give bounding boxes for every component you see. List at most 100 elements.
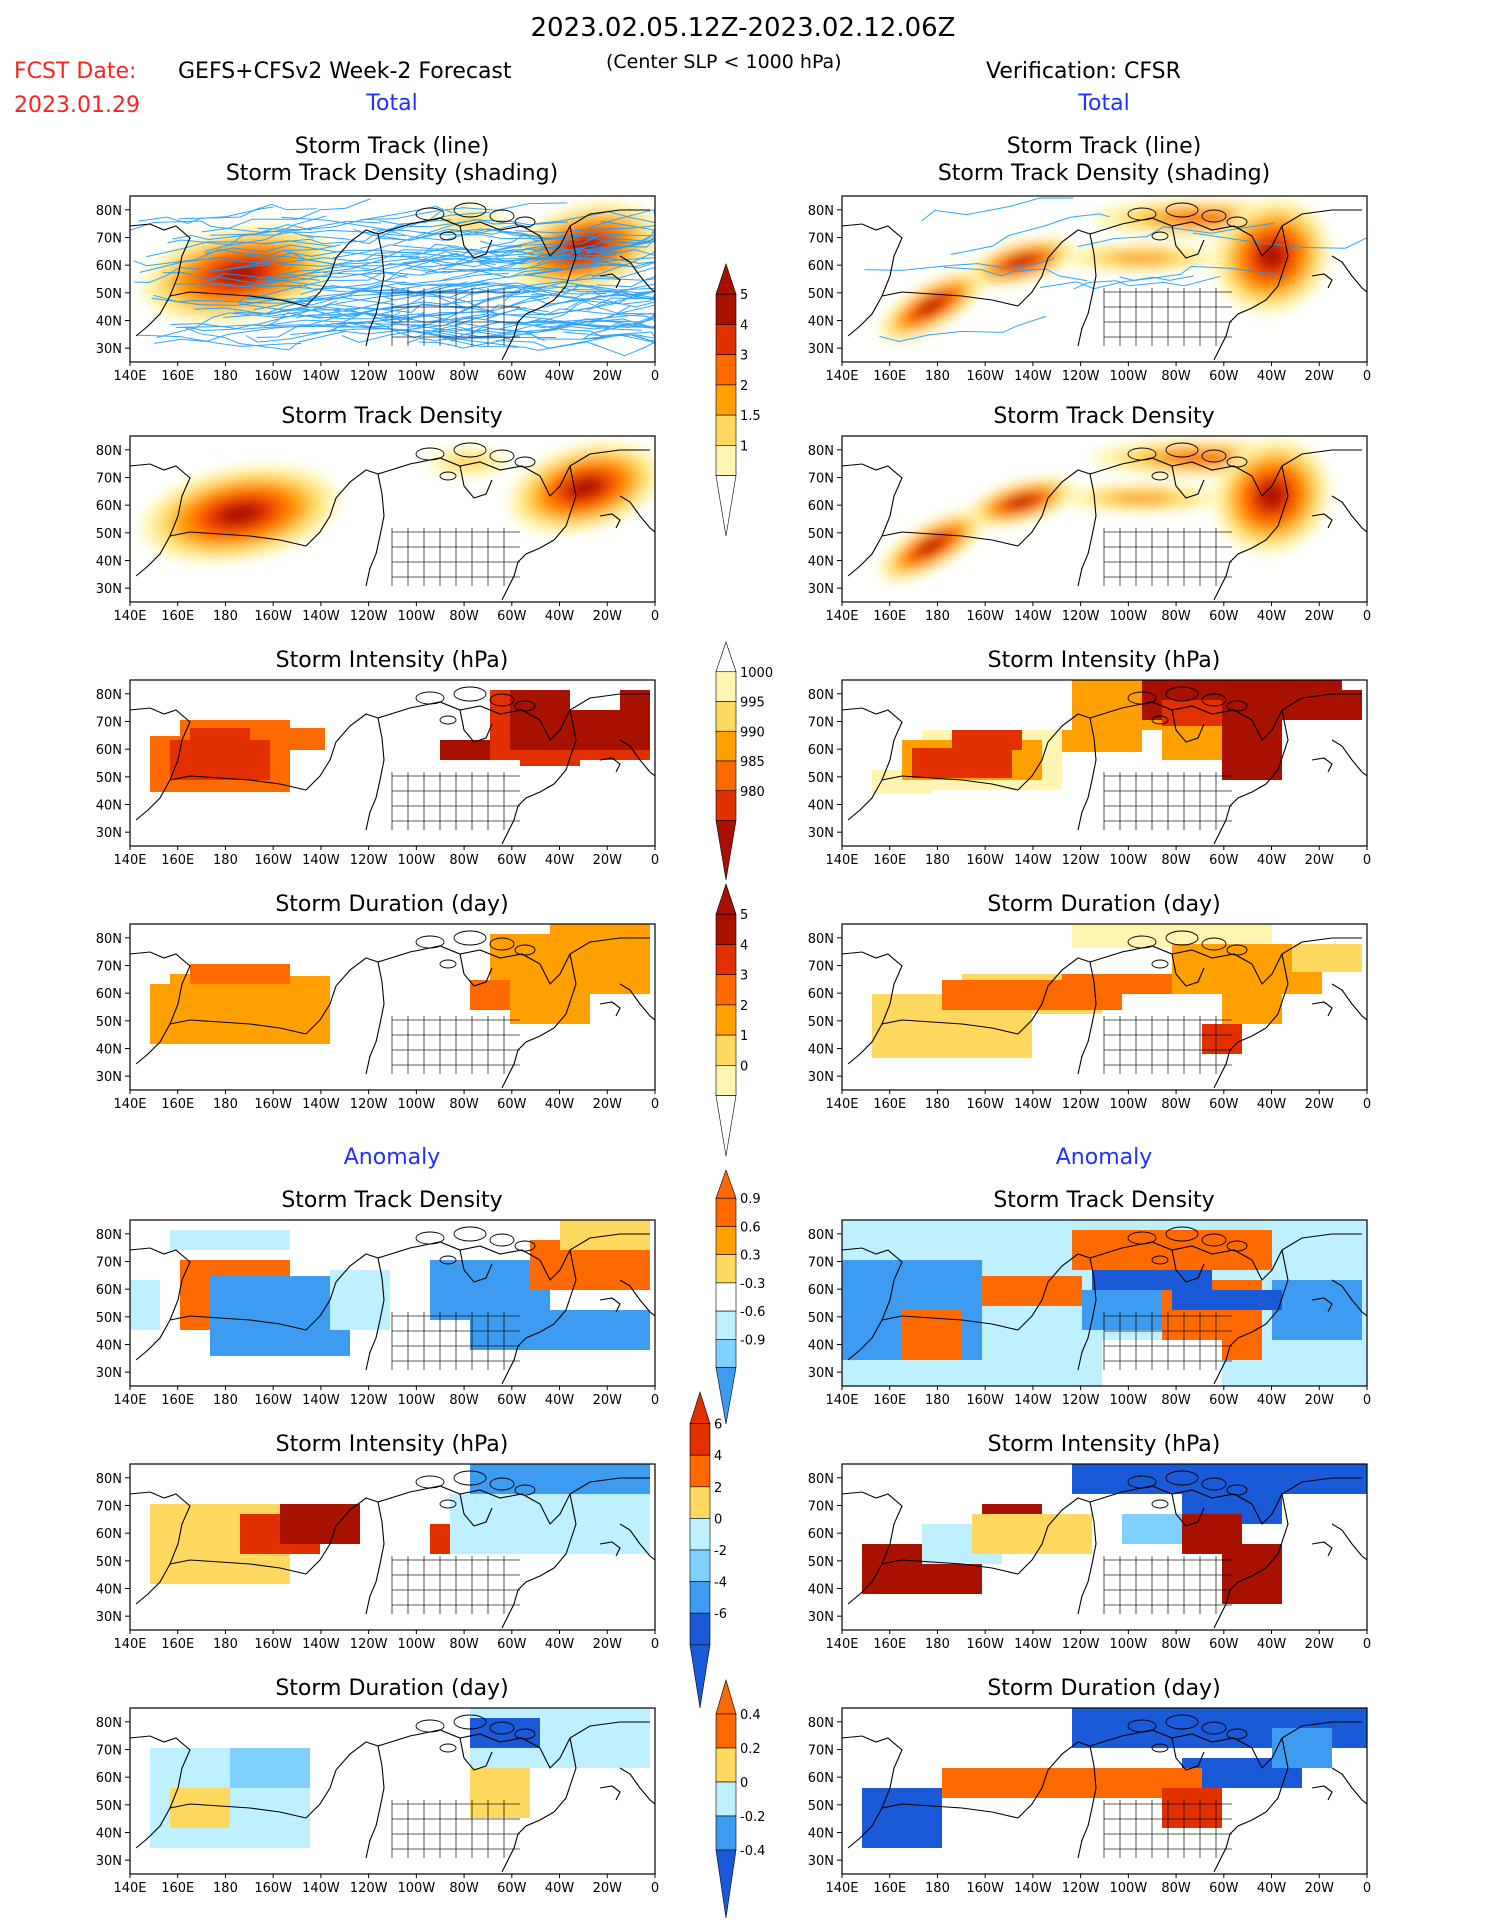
panel-title-density-anom-left: Storm Track Density bbox=[281, 1188, 502, 1213]
lon-tick-label: 0 bbox=[1363, 1393, 1371, 1408]
lon-tick-label: 160W bbox=[966, 369, 1004, 384]
lon-tick-label: 140E bbox=[825, 609, 858, 624]
map-panel-intensity-right: 80N 70N 60N 50N 40N 30N 140E 160E 180 160W 140W 120… bbox=[808, 679, 1371, 868]
lon-tick-label: 0 bbox=[1363, 1881, 1371, 1896]
lat-tick-label: 40N bbox=[808, 315, 834, 330]
criterion-label: (Center SLP < 1000 hPa) bbox=[606, 51, 842, 73]
lat-tick-label: 80N bbox=[96, 1472, 122, 1487]
colorbars: 5 4 3 2 1.5 1 1000 995 990 985 980 5 4 3 2 1 0 0.9 0.6 0.3 -… bbox=[689, 263, 773, 1919]
lon-tick-label: 60W bbox=[497, 1097, 527, 1112]
lon-tick-label: 40W bbox=[1257, 369, 1287, 384]
lat-tick-label: 80N bbox=[96, 204, 122, 219]
lon-tick-label: 100W bbox=[1110, 369, 1148, 384]
panel-title-density-right: Storm Track Density bbox=[993, 404, 1214, 429]
lon-tick-label: 80W bbox=[1161, 853, 1191, 868]
lon-tick-label: 60W bbox=[1209, 853, 1239, 868]
panel-title-duration-left: Storm Duration (day) bbox=[275, 892, 508, 917]
lat-tick-label: 80N bbox=[96, 688, 122, 703]
shading bbox=[872, 680, 1362, 794]
lon-tick-label: 20W bbox=[593, 1637, 623, 1652]
lon-tick-label: 40W bbox=[1257, 609, 1287, 624]
lon-tick-label: 100W bbox=[398, 853, 436, 868]
lon-tick-label: 140E bbox=[825, 1637, 858, 1652]
lon-tick-label: 140E bbox=[113, 1637, 146, 1652]
lon-tick-label: 80W bbox=[1161, 1097, 1191, 1112]
lon-tick-label: 160E bbox=[161, 369, 194, 384]
lat-tick-label: 60N bbox=[96, 987, 122, 1002]
lon-tick-label: 20W bbox=[593, 1393, 623, 1408]
lon-tick-label: 140W bbox=[302, 1637, 340, 1652]
lat-tick-label: 50N bbox=[96, 1555, 122, 1570]
map-panel-duration-anom-right: 80N 70N 60N 50N 40N 30N 140E 160E 180 160W 140W 120… bbox=[808, 1707, 1371, 1896]
lon-tick-label: 80W bbox=[1161, 1393, 1191, 1408]
lat-tick-label: 60N bbox=[96, 499, 122, 514]
lat-tick-label: 50N bbox=[96, 527, 122, 542]
colorbar-label: 995 bbox=[740, 696, 765, 711]
lat-tick-label: 60N bbox=[808, 259, 834, 274]
lon-tick-label: 0 bbox=[651, 853, 659, 868]
lon-tick-label: 0 bbox=[1363, 609, 1371, 624]
colorbar-label: -2 bbox=[714, 1544, 727, 1559]
colorbar-label: 990 bbox=[740, 725, 765, 740]
lon-tick-label: 160W bbox=[254, 853, 292, 868]
lon-tick-label: 60W bbox=[497, 1881, 527, 1896]
lon-tick-label: 180 bbox=[213, 1637, 238, 1652]
section-total-left: Total bbox=[365, 91, 417, 116]
lon-tick-label: 120W bbox=[350, 1097, 388, 1112]
lat-tick-label: 60N bbox=[96, 1771, 122, 1786]
shading bbox=[141, 442, 655, 563]
colorbar-label: 0.2 bbox=[740, 1742, 761, 1757]
lon-tick-label: 160W bbox=[254, 609, 292, 624]
lon-tick-label: 60W bbox=[497, 853, 527, 868]
lon-tick-label: 120W bbox=[350, 609, 388, 624]
lat-tick-label: 40N bbox=[96, 1583, 122, 1598]
lat-tick-label: 80N bbox=[96, 444, 122, 459]
lat-tick-label: 40N bbox=[808, 799, 834, 814]
lon-tick-label: 100W bbox=[398, 609, 436, 624]
lon-tick-label: 160W bbox=[254, 1097, 292, 1112]
panel-title-track-shading-left: Storm Track Density (shading) bbox=[226, 161, 558, 186]
lon-tick-label: 140W bbox=[1014, 1097, 1052, 1112]
lon-tick-label: 160W bbox=[254, 1637, 292, 1652]
lat-tick-label: 70N bbox=[808, 1500, 834, 1515]
lon-tick-label: 160E bbox=[873, 1881, 906, 1896]
colorbar-label: 4 bbox=[740, 938, 748, 953]
lon-tick-label: 80W bbox=[1161, 1881, 1191, 1896]
lon-tick-label: 80W bbox=[449, 1881, 479, 1896]
lon-tick-label: 60W bbox=[1209, 609, 1239, 624]
lat-tick-label: 50N bbox=[96, 1311, 122, 1326]
lat-tick-label: 70N bbox=[808, 472, 834, 487]
lon-tick-label: 40W bbox=[1257, 1393, 1287, 1408]
lon-tick-label: 160E bbox=[873, 1097, 906, 1112]
lat-tick-label: 60N bbox=[808, 499, 834, 514]
lon-tick-label: 140W bbox=[302, 853, 340, 868]
fcst-date: 2023.01.29 bbox=[14, 93, 140, 118]
lon-tick-label: 180 bbox=[925, 1097, 950, 1112]
lon-tick-label: 0 bbox=[651, 1097, 659, 1112]
lat-tick-label: 70N bbox=[96, 232, 122, 247]
lon-tick-label: 140E bbox=[113, 1097, 146, 1112]
lat-tick-label: 80N bbox=[96, 1716, 122, 1731]
lat-tick-label: 60N bbox=[96, 1283, 122, 1298]
lon-tick-label: 60W bbox=[1209, 1881, 1239, 1896]
lon-tick-label: 160E bbox=[873, 853, 906, 868]
lon-tick-label: 160E bbox=[161, 1393, 194, 1408]
lon-tick-label: 180 bbox=[213, 1393, 238, 1408]
lon-tick-label: 180 bbox=[213, 609, 238, 624]
lat-tick-label: 50N bbox=[808, 527, 834, 542]
lat-tick-label: 40N bbox=[96, 555, 122, 570]
lon-tick-label: 40W bbox=[1257, 853, 1287, 868]
lat-tick-label: 70N bbox=[96, 960, 122, 975]
lat-tick-label: 70N bbox=[808, 716, 834, 731]
lat-tick-label: 70N bbox=[808, 1744, 834, 1759]
map-panel-duration-anom-left: 80N 70N 60N 50N 40N 30N 140E 160E 180 160W 140W 120… bbox=[96, 1707, 659, 1896]
panel-title-duration-right: Storm Duration (day) bbox=[987, 892, 1220, 917]
colorbar-density-total: 5 4 3 2 1.5 1 bbox=[715, 263, 761, 537]
lon-tick-label: 140E bbox=[825, 1393, 858, 1408]
lon-tick-label: 100W bbox=[398, 1637, 436, 1652]
lon-tick-label: 20W bbox=[593, 1097, 623, 1112]
colorbar-label: 0 bbox=[740, 1776, 748, 1791]
lon-tick-label: 40W bbox=[545, 1393, 575, 1408]
lon-tick-label: 0 bbox=[651, 609, 659, 624]
